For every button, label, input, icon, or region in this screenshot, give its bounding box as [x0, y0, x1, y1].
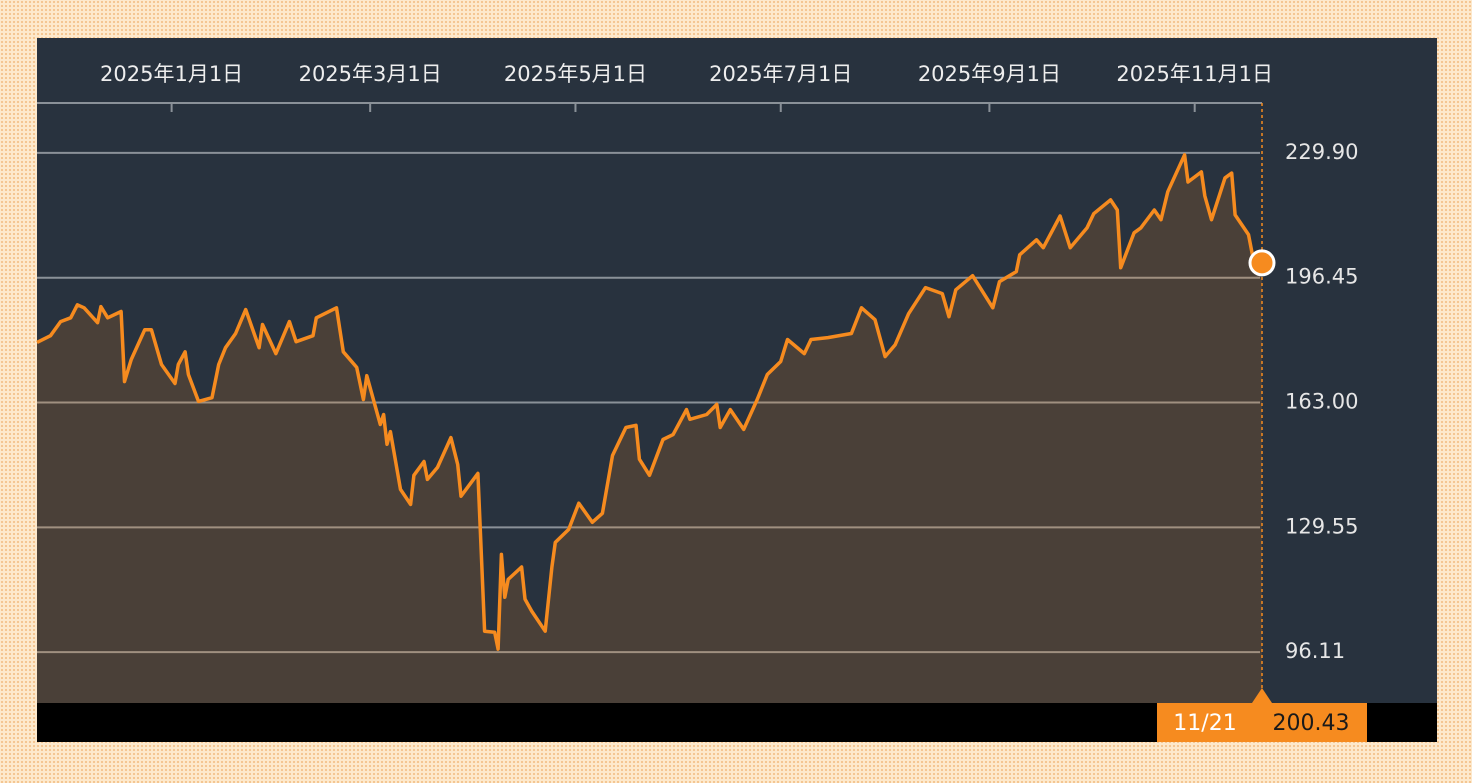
y-tick-label: 163.00 [1285, 390, 1358, 414]
x-tick-label: 2025年9月1日 [918, 62, 1061, 86]
last-point [1248, 249, 1276, 277]
tooltip-box [1157, 703, 1367, 742]
y-tick-label: 196.45 [1285, 265, 1358, 289]
x-tick-label: 2025年5月1日 [504, 62, 647, 86]
x-tick-label: 2025年7月1日 [709, 62, 852, 86]
price-line [36, 153, 1264, 651]
y-tick-label: 96.11 [1285, 639, 1345, 663]
pointer [1252, 688, 1272, 703]
x-tick-label: 2025年1月1日 [100, 62, 243, 86]
tooltip-date: 11/21 [1173, 711, 1236, 736]
x-tick-label: 2025年3月1日 [299, 62, 442, 86]
tooltip-value: 200.43 [1273, 711, 1350, 736]
x-tick-label: 2025年11月1日 [1116, 62, 1273, 86]
y-tick-label: 229.90 [1285, 140, 1358, 164]
y-tick-label: 129.55 [1285, 514, 1358, 538]
